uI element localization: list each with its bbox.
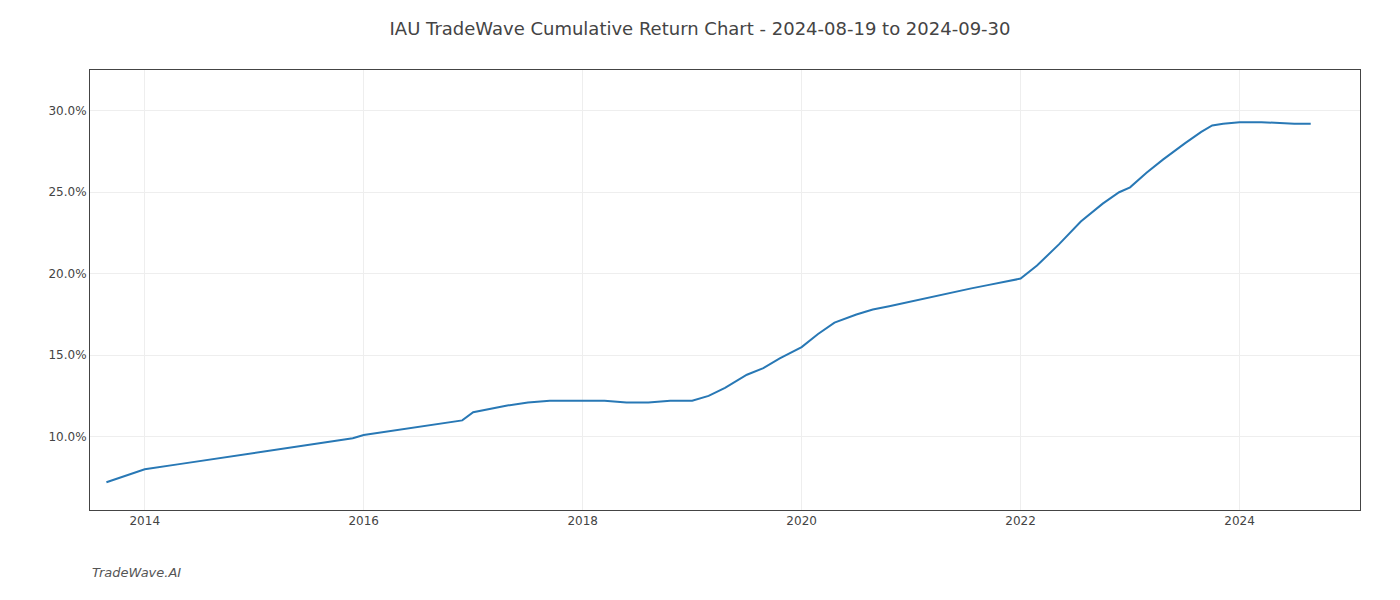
svg-text:TradeWave.AI: TradeWave.AI bbox=[92, 565, 181, 580]
svg-text:30.0%: 30.0% bbox=[48, 104, 86, 118]
svg-text:2024: 2024 bbox=[1224, 514, 1255, 528]
svg-text:20.0%: 20.0% bbox=[48, 267, 86, 281]
svg-text:2014: 2014 bbox=[129, 514, 160, 528]
svg-text:25.0%: 25.0% bbox=[48, 185, 86, 199]
svg-text:2022: 2022 bbox=[1005, 514, 1036, 528]
svg-text:15.0%: 15.0% bbox=[48, 348, 86, 362]
svg-text:2016: 2016 bbox=[348, 514, 379, 528]
svg-text:IAU TradeWave Cumulative Retur: IAU TradeWave Cumulative Return Chart - … bbox=[390, 18, 1011, 39]
svg-text:2020: 2020 bbox=[786, 514, 817, 528]
svg-text:10.0%: 10.0% bbox=[48, 430, 86, 444]
svg-text:2018: 2018 bbox=[567, 514, 598, 528]
